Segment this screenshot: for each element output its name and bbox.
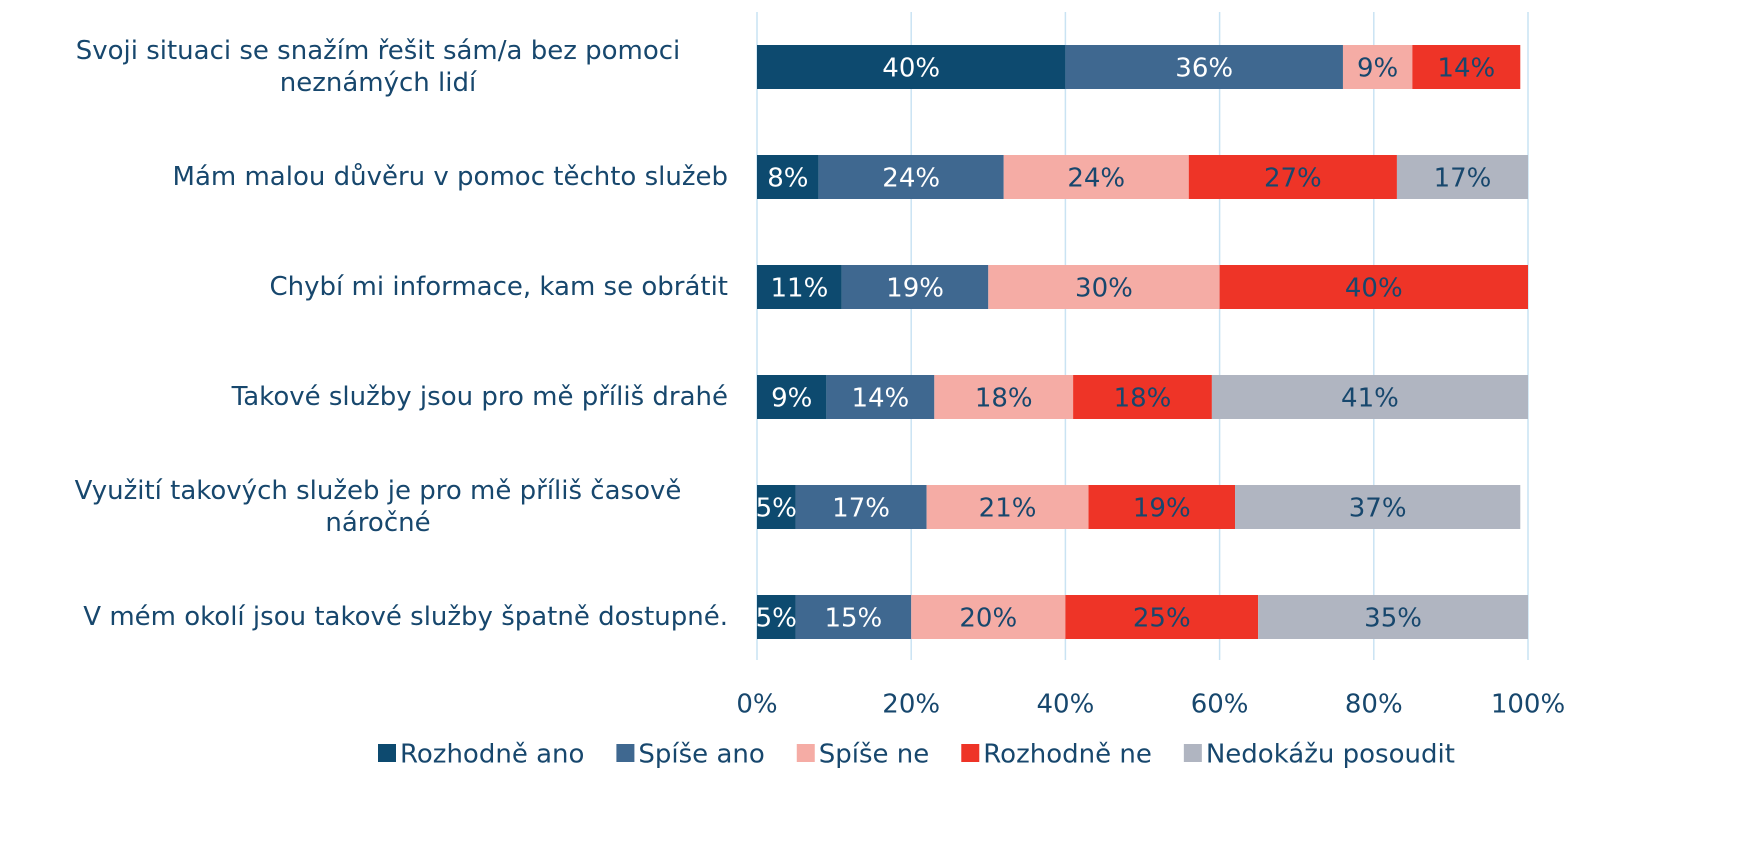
bar-segment [757, 155, 819, 199]
data-label: 35% [1364, 604, 1422, 634]
category-label: Chybí mi informace, kam se obrátit [0, 271, 728, 303]
x-tick-label: 40% [1037, 690, 1095, 720]
category-label: Takové služby jsou pro mě příliš drahé [0, 381, 728, 413]
legend-label: Rozhodně ano [400, 740, 584, 770]
legend-swatch [961, 744, 980, 762]
data-label: 24% [882, 164, 940, 194]
data-label: 17% [832, 494, 890, 524]
data-label: 15% [824, 604, 882, 634]
category-text: Mám malou důvěru v pomoc těchto služeb [172, 162, 728, 192]
data-label: 36% [1175, 54, 1233, 84]
bar-segment [1211, 375, 1528, 419]
bar-segment [934, 375, 1074, 419]
bar-segment [757, 595, 796, 639]
bar-segment [818, 155, 1004, 199]
x-tick-label: 0% [736, 690, 777, 720]
data-label: 11% [771, 274, 829, 304]
x-tick-label: 100% [1491, 690, 1565, 720]
data-label: 18% [1114, 384, 1172, 414]
data-label: 30% [1075, 274, 1133, 304]
bar-segment [1258, 595, 1528, 639]
category-label: V mém okolí jsou takové služby špatně do… [0, 601, 728, 633]
bar-segment [757, 265, 842, 309]
bar-segment [757, 375, 827, 419]
bar-segment [988, 265, 1220, 309]
bar-segment [1073, 375, 1212, 419]
data-label: 19% [1133, 494, 1191, 524]
data-label: 5% [756, 494, 797, 524]
data-label: 40% [1345, 274, 1403, 304]
category-text: Využití takových služeb je pro mě příliš… [74, 476, 682, 538]
x-tick-label: 20% [882, 690, 940, 720]
data-label: 27% [1264, 164, 1322, 194]
data-label: 18% [975, 384, 1033, 414]
data-label: 20% [959, 604, 1017, 634]
category-label: Svoji situaci se snažím řešit sám/a bez … [0, 35, 728, 99]
legend-swatch [378, 744, 396, 762]
bar-segment [1219, 265, 1528, 309]
category-text: V mém okolí jsou takové služby špatně do… [83, 602, 728, 632]
legend-swatch [616, 744, 635, 762]
legend-label: Rozhodně ne [983, 740, 1152, 770]
data-label: 40% [882, 54, 940, 84]
bar-segment [826, 375, 935, 419]
legend-swatch [796, 744, 815, 762]
category-text: Chybí mi informace, kam se obrátit [269, 272, 728, 302]
bar-segment [1188, 155, 1397, 199]
legend-label: Spíše ne [819, 740, 930, 770]
data-label: 9% [1357, 54, 1398, 84]
bar-segment [1065, 45, 1343, 89]
category-text: Takové služby jsou pro mě příliš drahé [231, 382, 728, 412]
legend-label: Nedokážu posoudit [1206, 740, 1455, 770]
data-label: 14% [851, 384, 909, 414]
data-label: 14% [1437, 54, 1495, 84]
bar-segment [1396, 155, 1528, 199]
bar-segment [1342, 45, 1413, 89]
data-label: 21% [979, 494, 1037, 524]
bar-segment [911, 595, 1066, 639]
bar-segment [795, 595, 912, 639]
bar-segment [1065, 595, 1259, 639]
data-label: 8% [767, 164, 808, 194]
bar-segment [757, 45, 1066, 89]
data-label: 19% [886, 274, 944, 304]
data-label: 37% [1349, 494, 1407, 524]
data-label: 9% [771, 384, 812, 414]
category-label: Využití takových služeb je pro mě příliš… [0, 475, 728, 539]
data-label: 41% [1341, 384, 1399, 414]
data-label: 5% [756, 604, 797, 634]
bar-segment [926, 485, 1089, 529]
x-tick-label: 60% [1191, 690, 1249, 720]
data-label: 17% [1434, 164, 1492, 194]
x-tick-label: 80% [1345, 690, 1403, 720]
category-label: Mám malou důvěru v pomoc těchto služeb [0, 161, 728, 193]
bar-segment [795, 485, 927, 529]
bar-segment [1088, 485, 1236, 529]
bar-segment [841, 265, 989, 309]
data-label: 24% [1067, 164, 1125, 194]
legend-label: Spíše ano [638, 740, 764, 770]
legend-swatch [1183, 744, 1202, 762]
data-label: 25% [1133, 604, 1191, 634]
bar-segment [1235, 485, 1521, 529]
bar-segment [757, 485, 796, 529]
category-text: Svoji situaci se snažím řešit sám/a bez … [75, 36, 681, 98]
bar-segment [1003, 155, 1189, 199]
bar-segment [1412, 45, 1521, 89]
